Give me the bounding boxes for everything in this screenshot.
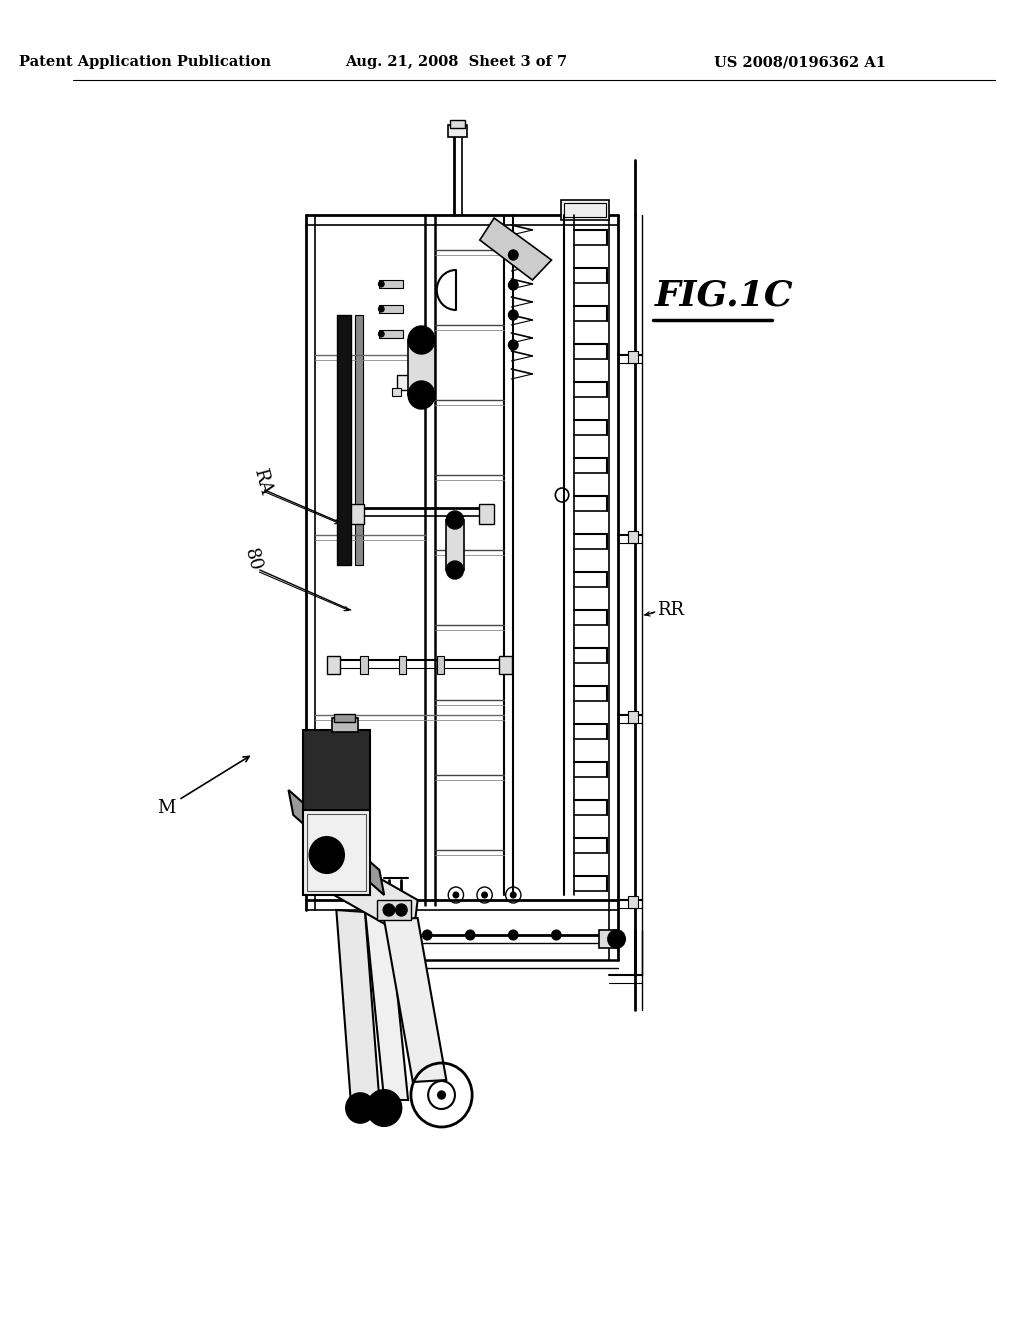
Circle shape (437, 1092, 445, 1100)
Bar (628, 896, 638, 908)
Bar (561, 201, 609, 220)
Bar (379, 280, 403, 288)
Polygon shape (307, 840, 418, 940)
Circle shape (346, 1093, 375, 1123)
Circle shape (509, 931, 518, 940)
Circle shape (509, 341, 518, 350)
Polygon shape (303, 730, 370, 810)
Circle shape (510, 892, 516, 898)
Bar (355, 315, 364, 565)
Bar (398, 656, 407, 675)
Bar (327, 656, 340, 675)
Bar (628, 351, 638, 363)
Circle shape (446, 511, 464, 529)
Bar (306, 814, 366, 891)
Bar (499, 656, 512, 675)
Bar (451, 120, 466, 128)
Circle shape (509, 280, 518, 290)
Circle shape (453, 892, 459, 898)
Bar (479, 504, 495, 524)
Text: US 2008/0196362 A1: US 2008/0196362 A1 (714, 55, 886, 69)
Bar (564, 203, 606, 216)
Text: RR: RR (656, 601, 684, 619)
Circle shape (379, 281, 384, 286)
Circle shape (466, 931, 475, 940)
Circle shape (608, 931, 626, 948)
Bar (360, 656, 368, 675)
Polygon shape (289, 789, 384, 895)
Circle shape (509, 249, 518, 260)
Circle shape (409, 326, 435, 354)
Text: Aug. 21, 2008  Sheet 3 of 7: Aug. 21, 2008 Sheet 3 of 7 (345, 55, 567, 69)
Circle shape (309, 837, 344, 873)
Circle shape (552, 931, 561, 940)
Circle shape (409, 381, 435, 409)
Circle shape (379, 331, 384, 337)
Text: M: M (158, 799, 176, 817)
Bar (303, 810, 370, 895)
Bar (337, 315, 350, 565)
Bar (449, 125, 467, 137)
Text: 80: 80 (241, 546, 264, 573)
Bar (409, 341, 435, 395)
Text: Patent Application Publication: Patent Application Publication (19, 55, 271, 69)
Circle shape (446, 561, 464, 579)
Text: RA: RA (250, 467, 274, 498)
Bar (396, 375, 416, 389)
Polygon shape (365, 909, 409, 1100)
Bar (628, 711, 638, 723)
Bar (599, 931, 616, 948)
Circle shape (423, 931, 432, 940)
Polygon shape (384, 917, 446, 1082)
Polygon shape (336, 909, 379, 1100)
Bar (437, 656, 444, 675)
Bar (349, 504, 365, 524)
Text: FIG.1C: FIG.1C (654, 279, 794, 312)
Circle shape (509, 310, 518, 319)
Bar (446, 520, 464, 570)
Circle shape (395, 904, 408, 916)
Circle shape (367, 1090, 401, 1126)
Bar (335, 714, 355, 722)
Bar (379, 305, 403, 313)
Bar (628, 531, 638, 543)
Circle shape (481, 892, 487, 898)
Circle shape (379, 306, 384, 312)
Bar (392, 388, 401, 396)
Bar (379, 330, 403, 338)
Bar (378, 900, 411, 920)
Bar (332, 718, 358, 733)
Polygon shape (480, 218, 552, 280)
Circle shape (383, 904, 394, 916)
